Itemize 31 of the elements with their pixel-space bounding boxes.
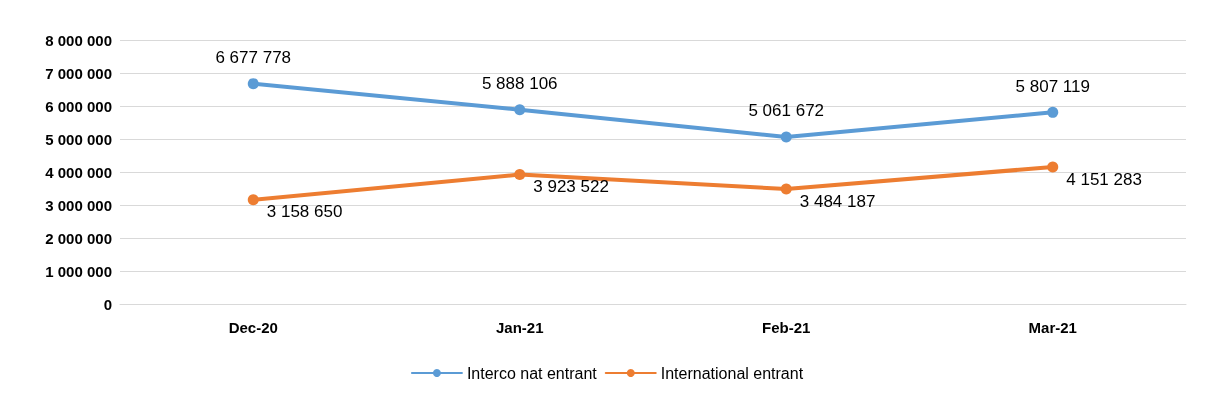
legend-label: International entrant xyxy=(660,364,804,382)
y-tick-label: 4 000 000 xyxy=(45,163,112,181)
point xyxy=(780,131,792,143)
data-label: 6 677 778 xyxy=(215,48,292,68)
y-tick-label: 2 000 000 xyxy=(45,229,112,247)
y-tick-label: 8 000 000 xyxy=(45,31,112,49)
y-tick-label: 0 xyxy=(103,295,112,313)
point xyxy=(1047,106,1059,118)
legend-label: Interco nat entrant xyxy=(466,364,598,382)
data-label: 5 807 119 xyxy=(1015,76,1090,96)
x-tick-label: Feb-21 xyxy=(762,319,811,336)
point xyxy=(514,104,526,116)
x-tick-label: Mar-21 xyxy=(1028,319,1077,336)
point xyxy=(1047,161,1059,173)
x-tick-label: Jan-21 xyxy=(495,319,544,336)
point xyxy=(247,78,259,90)
x-tick-label: Dec-20 xyxy=(228,319,278,336)
y-tick-label: 7 000 000 xyxy=(45,64,112,82)
point xyxy=(780,183,792,195)
data-label: 4 151 283 xyxy=(1066,169,1142,189)
data-label: 5 888 106 xyxy=(481,74,558,94)
point xyxy=(247,194,259,206)
y-tick-label: 6 000 000 xyxy=(45,97,112,115)
y-tick-label: 3 000 000 xyxy=(45,196,112,214)
y-tick-label: 1 000 000 xyxy=(45,262,112,280)
data-label: 3 484 187 xyxy=(799,191,876,211)
data-label: 3 923 522 xyxy=(533,177,609,197)
y-tick-label: 5 000 000 xyxy=(45,130,112,148)
data-label: 5 061 672 xyxy=(748,101,825,121)
data-label: 3 158 650 xyxy=(266,202,343,222)
point xyxy=(514,169,526,181)
